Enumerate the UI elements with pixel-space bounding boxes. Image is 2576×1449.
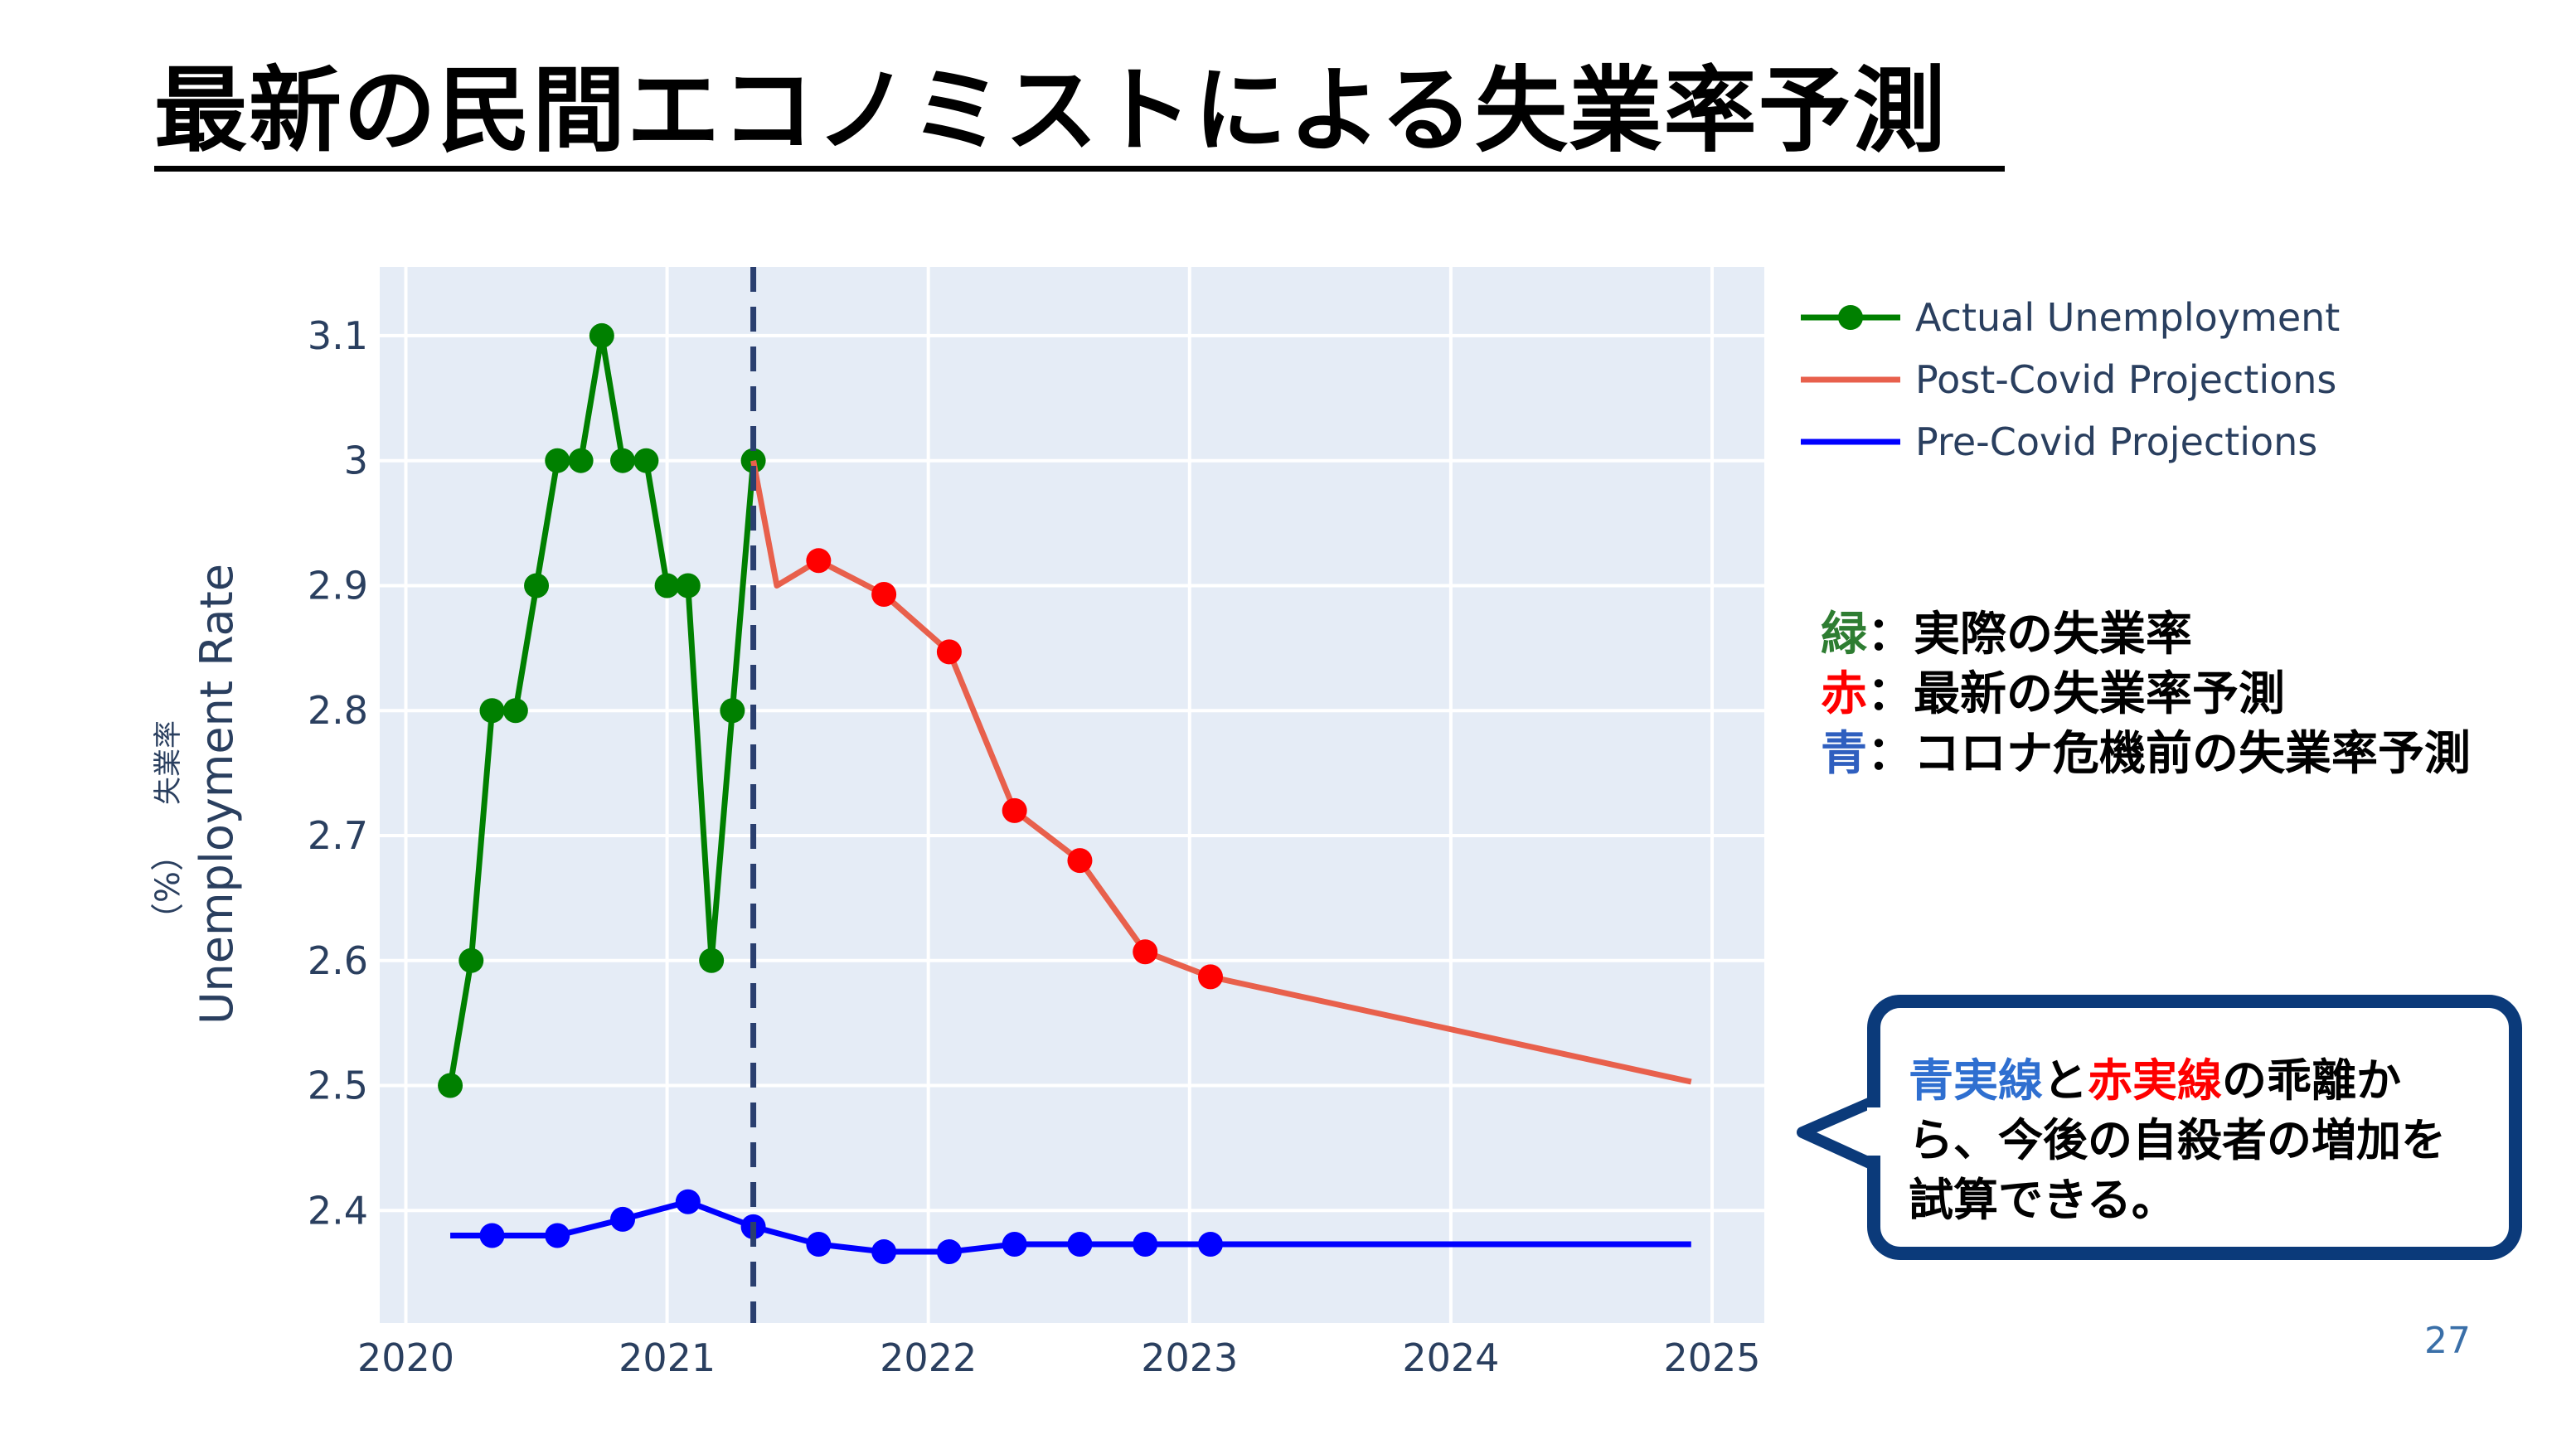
series-post-covid-projections (750, 460, 1692, 1085)
callout-body-text: の乖離から、今後の自殺者の増加を試算できる。 (1909, 1054, 2446, 1226)
x-tick-labels: 2020 2021 2022 2023 2024 2025 (357, 1335, 1761, 1380)
callout-box: 青実線と赤実線の乖離から、今後の自殺者の増加を試算できる。 (1867, 995, 2522, 1260)
callout-and-text: と (2043, 1054, 2088, 1107)
data-point (1067, 1232, 1093, 1258)
plot-background (380, 267, 1764, 1323)
data-point (720, 698, 745, 724)
data-point (936, 639, 962, 665)
data-point (479, 698, 505, 724)
y-tick-label: 2.7 (308, 813, 368, 858)
y-tick-label: 2.9 (308, 563, 368, 608)
color-key-text: ：コロナ危機前の失業率予測 (1867, 727, 2471, 781)
data-point (699, 947, 725, 973)
data-point (1198, 964, 1223, 990)
callout-blue-line-text: 青実線 (1909, 1054, 2043, 1107)
data-point (806, 1232, 832, 1258)
data-point (871, 582, 897, 608)
x-tick-label: 2021 (619, 1335, 716, 1380)
y-axis-label-en: Unemployment Rate (191, 564, 243, 1025)
data-point (1133, 1232, 1158, 1258)
color-key-row: 緑：実際の失業率 (1821, 605, 2471, 665)
y-tick-labels: 2.4 2.5 2.6 2.7 2.8 2.9 3 3.1 (308, 313, 368, 1233)
callout-red-line-text: 赤実線 (2088, 1054, 2222, 1107)
x-tick-label: 2024 (1402, 1335, 1499, 1380)
slide-title: 最新の民間エコノミストによる失業率予測 (154, 57, 1948, 165)
color-key-row: 青：コロナ危機前の失業率予測 (1821, 724, 2471, 784)
data-point (806, 548, 832, 574)
legend-swatch-marker (1838, 305, 1863, 330)
legend-label: Pre-Covid Projections (1915, 419, 2317, 464)
legend-label: Post-Covid Projections (1915, 357, 2336, 402)
color-key-char: 緑 (1821, 608, 1867, 662)
y-tick-label: 2.6 (308, 938, 368, 983)
callout-tail-joint (1867, 1107, 1880, 1156)
color-key-text: ：最新の失業率予測 (1867, 667, 2285, 721)
series-actual-unemployment (438, 322, 766, 1098)
color-key-char: 赤 (1821, 667, 1867, 721)
data-point (610, 448, 636, 473)
y-axis-label-unit: （%） (149, 838, 187, 936)
y-tick-label: 2.8 (308, 688, 368, 733)
color-key-char: 青 (1821, 727, 1867, 781)
color-key-notes: 緑：実際の失業率 赤：最新の失業率予測 青：コロナ危機前の失業率予測 (1821, 605, 2471, 784)
series-post-covid-projections-markers (806, 548, 1223, 990)
data-point (568, 448, 594, 473)
data-point (871, 1239, 897, 1265)
title-underline (154, 166, 2005, 172)
y-tick-label: 2.4 (308, 1188, 368, 1233)
color-key-row: 赤：最新の失業率予測 (1821, 665, 2471, 724)
data-point (545, 1223, 570, 1248)
series-layer (438, 322, 1692, 1265)
x-tick-label: 2020 (357, 1335, 454, 1380)
data-point (633, 448, 659, 473)
series-line (750, 460, 1692, 1085)
data-point (1002, 1232, 1027, 1258)
data-point (610, 1206, 636, 1232)
data-point (936, 1239, 962, 1265)
data-point (524, 573, 550, 598)
chart-legend: Actual Unemployment Post-Covid Projection… (1801, 295, 2340, 464)
data-point (1133, 939, 1158, 965)
data-point (1067, 848, 1093, 874)
data-point (1002, 797, 1027, 823)
data-point (479, 1223, 505, 1248)
data-point (502, 698, 528, 724)
data-point (654, 573, 680, 598)
data-point (589, 322, 614, 348)
data-point (438, 1073, 463, 1098)
data-point (1198, 1232, 1223, 1258)
y-tick-label: 2.5 (308, 1064, 368, 1108)
data-point (675, 1189, 701, 1214)
y-tick-label: 3 (344, 439, 368, 483)
y-axis-label-jp: 失業率 (152, 720, 185, 805)
data-point (675, 573, 701, 598)
y-axis-title: Unemployment Rate 失業率 （%） (149, 564, 243, 1025)
page-number: 27 (2424, 1320, 2471, 1362)
y-tick-label: 3.1 (308, 313, 368, 358)
x-tick-label: 2023 (1141, 1335, 1238, 1380)
data-point (458, 947, 484, 973)
x-tick-label: 2022 (880, 1335, 977, 1380)
color-key-text: ：実際の失業率 (1867, 608, 2192, 662)
x-gridlines (404, 267, 1714, 1323)
x-tick-label: 2025 (1663, 1335, 1760, 1380)
legend-label: Actual Unemployment (1915, 295, 2340, 340)
data-point (545, 448, 570, 473)
